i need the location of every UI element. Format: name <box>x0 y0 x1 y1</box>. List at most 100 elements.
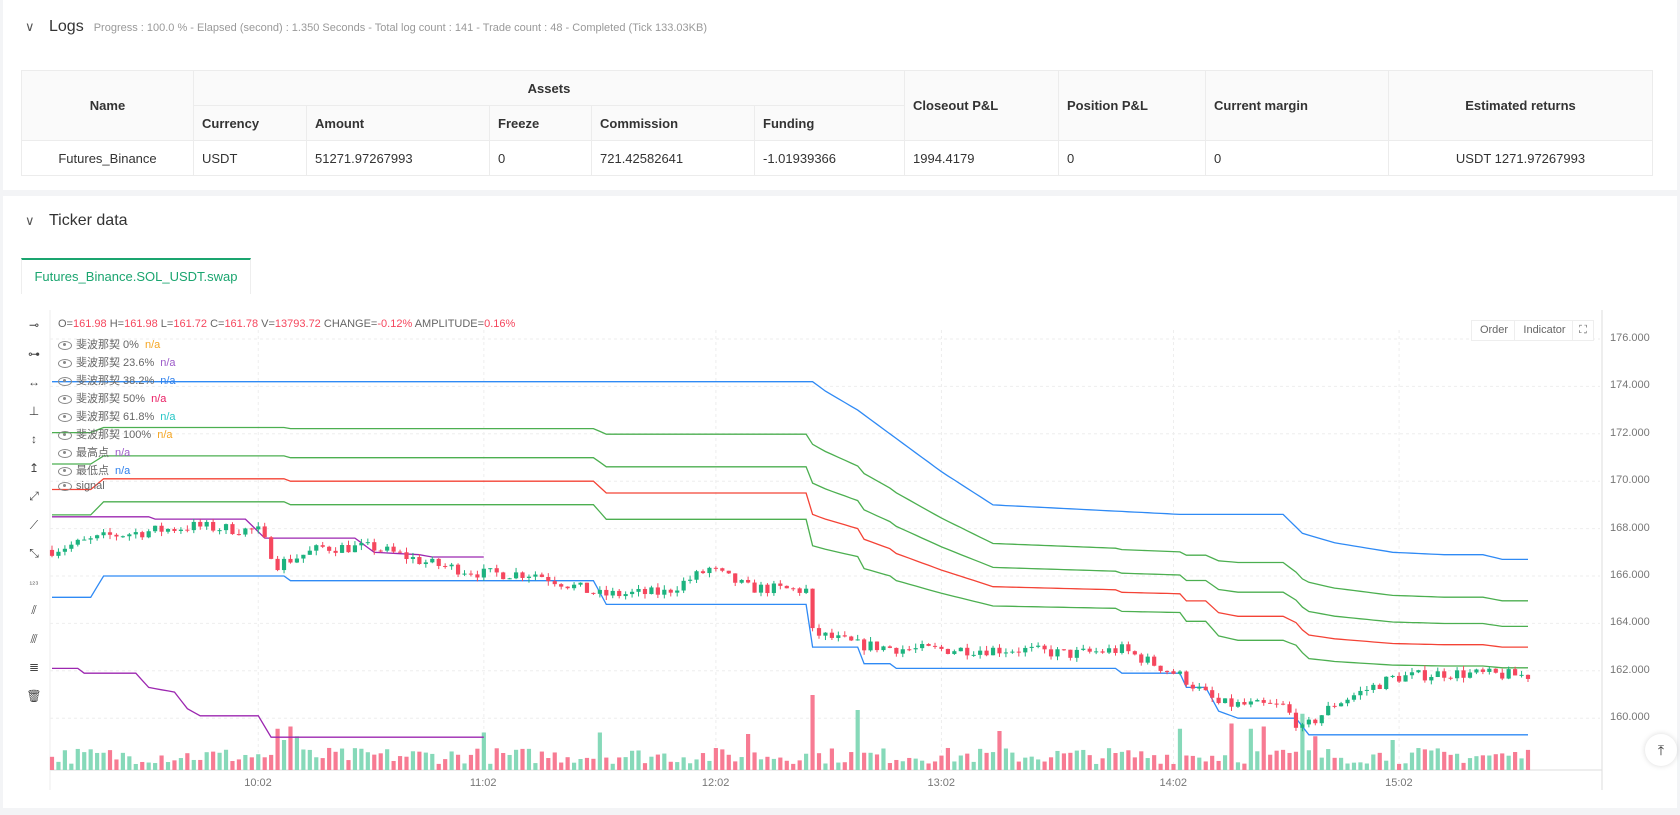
volume-bar <box>449 751 454 770</box>
candle-body <box>294 558 300 563</box>
candle-body <box>836 635 841 638</box>
candle-body <box>1106 648 1112 653</box>
trash-icon[interactable]: 🗑 <box>26 688 42 703</box>
candle-body <box>501 572 506 580</box>
fullscreen-icon[interactable]: ⛶ <box>1572 320 1594 341</box>
volume-bar <box>694 759 699 770</box>
candle-body <box>552 581 557 585</box>
candle-body <box>404 552 409 560</box>
tab-sol-usdt-swap[interactable]: Futures_Binance.SOL_USDT.swap <box>21 258 251 294</box>
candle-body <box>630 591 635 595</box>
candle-body <box>1255 700 1260 702</box>
candle-body <box>1409 672 1415 676</box>
volume-bar <box>211 751 216 770</box>
order-button[interactable]: Order <box>1471 320 1517 341</box>
legend-item[interactable]: signal <box>58 480 111 492</box>
candle-body <box>1164 670 1170 672</box>
volume-bar <box>294 736 300 770</box>
candle-body <box>314 545 319 551</box>
vertical-segment-icon[interactable]: ↕ <box>31 432 37 446</box>
candle-body <box>584 582 590 593</box>
eye-icon[interactable] <box>58 448 72 458</box>
horizontal-ray-icon[interactable]: ⊶ <box>28 346 40 361</box>
volume-bar <box>997 731 1002 770</box>
volume-bar <box>965 753 970 770</box>
volume-bar <box>75 748 80 770</box>
eye-icon[interactable] <box>58 412 72 422</box>
volume-bar <box>146 762 151 770</box>
candle-body <box>1345 699 1350 704</box>
volume-bar <box>720 749 725 770</box>
candle-body <box>713 567 718 569</box>
vertical-ray-icon[interactable]: ↥ <box>28 460 40 475</box>
col-margin: Current margin <box>1205 70 1389 141</box>
candle-body <box>275 558 280 571</box>
volume-bar <box>359 748 364 770</box>
candle-body <box>1371 684 1376 690</box>
volume-bar <box>842 762 847 770</box>
segment-icon[interactable]: ⤡ <box>29 546 39 560</box>
volume-bar <box>339 748 345 770</box>
volume-bar <box>887 763 892 770</box>
volume-bar <box>1480 755 1485 770</box>
horizontal-segment-icon[interactable]: ↔ <box>28 375 40 389</box>
volume-bar <box>1261 726 1266 770</box>
candle-body <box>443 565 448 567</box>
candle-body <box>359 543 364 546</box>
eye-icon[interactable] <box>58 481 72 491</box>
candle-body <box>739 579 744 583</box>
col-commission: Commission <box>591 105 755 141</box>
candle-body <box>726 570 731 574</box>
eye-icon[interactable] <box>58 430 72 440</box>
fibonacci-icon[interactable]: ≣ <box>28 660 40 674</box>
legend-item[interactable]: 斐波那契 23.6% n/a <box>58 354 176 370</box>
candle-body <box>855 639 860 641</box>
legend-item[interactable]: 最高点 n/a <box>58 444 130 460</box>
indicator-button[interactable]: Indicator <box>1514 320 1575 341</box>
volume-bar <box>733 761 738 770</box>
candle-body <box>571 584 577 589</box>
horizontal-line-icon[interactable]: ⊸ <box>28 318 40 332</box>
legend-item[interactable]: 斐波那契 38.2% n/a <box>58 372 176 388</box>
pitchfork-icon[interactable]: ⫻ <box>30 631 38 646</box>
volume-bar <box>1255 751 1260 770</box>
legend-item[interactable]: 斐波那契 61.8% n/a <box>58 408 176 424</box>
price-label-icon[interactable]: ₁₂₃ <box>29 576 39 586</box>
candle-body <box>1055 649 1060 657</box>
volume-bar <box>1274 750 1279 770</box>
eye-icon[interactable] <box>58 466 72 476</box>
eye-icon[interactable] <box>58 376 72 386</box>
volume-bar <box>1061 753 1067 770</box>
candle-body <box>752 582 757 593</box>
scroll-to-top-icon[interactable]: ⤒ <box>1645 734 1677 766</box>
trend-line-icon[interactable]: ⟋ <box>29 517 39 532</box>
eye-icon[interactable] <box>58 340 72 350</box>
legend-item[interactable]: 斐波那契 100% n/a <box>58 426 173 442</box>
eye-icon[interactable] <box>58 394 72 404</box>
candle-body <box>842 635 847 637</box>
candle-body <box>1042 645 1047 650</box>
collapse-chevron-icon[interactable]: ∨ <box>25 213 35 228</box>
candle-body <box>333 550 338 553</box>
legend-item[interactable]: 斐波那契 50% n/a <box>58 390 166 406</box>
vertical-line-icon[interactable]: ⊥ <box>28 403 40 418</box>
y-tick-label: 170.000 <box>1610 474 1650 487</box>
volume-bar <box>488 763 493 770</box>
legend-item[interactable]: 斐波那契 0% n/a <box>58 336 160 352</box>
candle-body <box>965 647 970 656</box>
candle-body <box>1390 675 1395 677</box>
candle-body <box>791 588 796 590</box>
volume-bar <box>771 758 776 770</box>
legend-item[interactable]: 最低点 n/a <box>58 462 130 478</box>
ray-icon[interactable]: ⤢ <box>29 489 39 503</box>
volume-bar <box>591 758 596 770</box>
collapse-chevron-icon[interactable]: ∨ <box>25 19 35 34</box>
volume-bar <box>655 754 660 770</box>
volume-bar <box>700 753 706 770</box>
candle-body <box>1506 669 1511 679</box>
parallel-channel-icon[interactable]: ⫽ <box>31 603 37 617</box>
volume-bar <box>1326 749 1331 770</box>
eye-icon[interactable] <box>58 358 72 368</box>
candle-body <box>926 643 931 646</box>
